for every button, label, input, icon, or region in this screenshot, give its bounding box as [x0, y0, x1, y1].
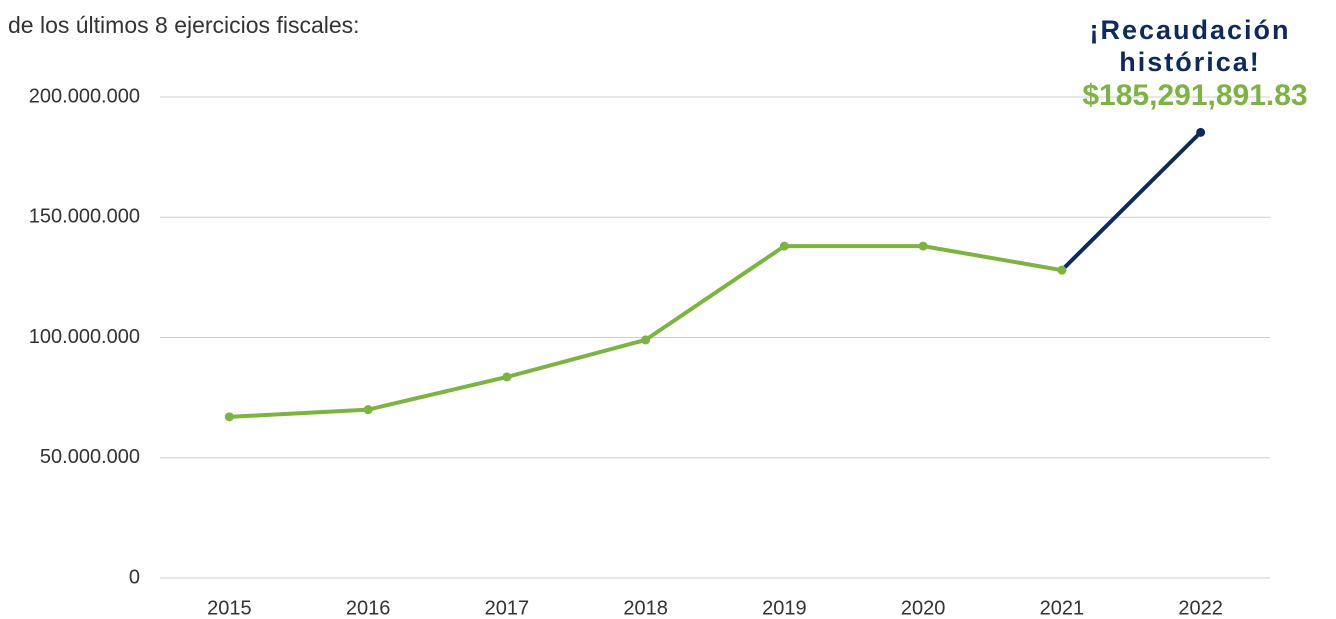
point — [502, 372, 512, 382]
data-label: $185,291,891.83 — [1082, 79, 1308, 112]
subtitle: de los últimos 8 ejercicios fiscales: — [8, 12, 360, 38]
point — [224, 412, 234, 422]
point — [779, 241, 789, 251]
point — [363, 405, 373, 415]
point — [641, 335, 651, 345]
y-tick-label: 200.000.000 — [29, 85, 140, 107]
x-tick-label: 2021 — [1040, 597, 1085, 619]
x-tick-label: 2017 — [485, 597, 530, 619]
x-tick-label: 2015 — [207, 597, 252, 619]
x-tick-label: 2022 — [1178, 597, 1223, 619]
y-tick-label: 150.000.000 — [29, 206, 140, 228]
annotation: ¡Recaudación histórica! $185,291,891.83 — [1070, 14, 1310, 114]
x-tick-label: 2018 — [623, 597, 668, 619]
point — [1057, 265, 1067, 275]
x-tick-label: 2020 — [901, 597, 946, 619]
line — [229, 244, 1063, 419]
x-tick-label: 2016 — [346, 597, 391, 619]
y-tick-label: 0 — [129, 566, 140, 588]
y-tick-label: 50.000.000 — [40, 446, 140, 468]
point — [918, 241, 928, 251]
y-tick-label: 100.000.000 — [29, 326, 140, 348]
annotation-text: ¡Recaudación histórica! — [1089, 15, 1291, 77]
line — [1060, 130, 1203, 272]
x-tick-label: 2019 — [762, 597, 807, 619]
point — [1196, 127, 1206, 137]
